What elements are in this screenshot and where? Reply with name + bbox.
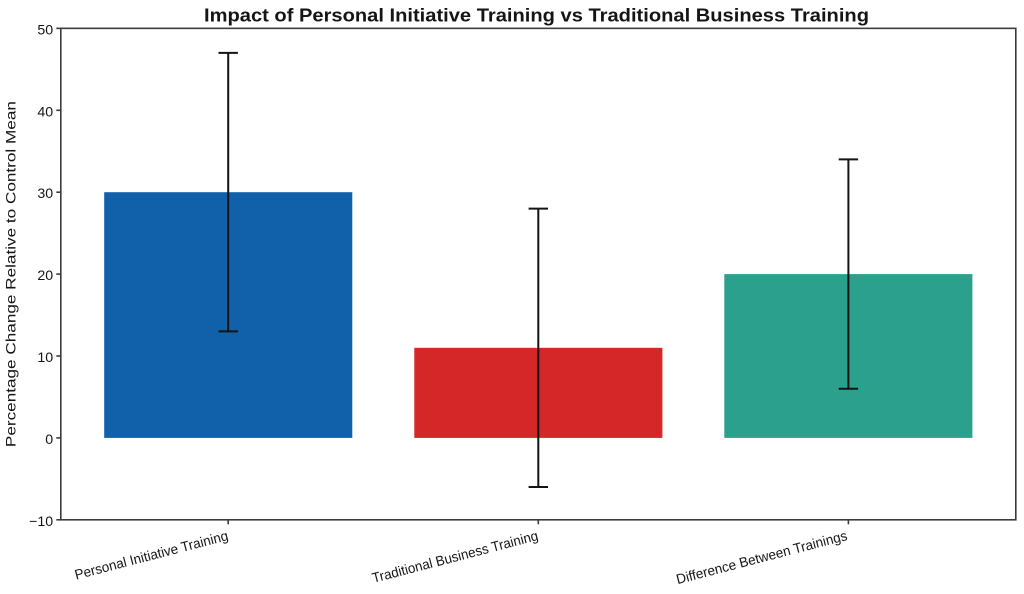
svg-text:Impact of Personal Initiative: Impact of Personal Initiative Training v… (204, 6, 869, 26)
svg-text:30: 30 (37, 186, 53, 202)
svg-text:40: 40 (37, 104, 53, 120)
svg-text:−10: −10 (29, 514, 53, 530)
svg-text:50: 50 (37, 22, 53, 38)
svg-text:10: 10 (37, 350, 53, 366)
svg-text:0: 0 (45, 432, 53, 448)
svg-text:20: 20 (37, 268, 53, 284)
svg-text:Percentage Change Relative to: Percentage Change Relative to Control Me… (4, 101, 20, 447)
